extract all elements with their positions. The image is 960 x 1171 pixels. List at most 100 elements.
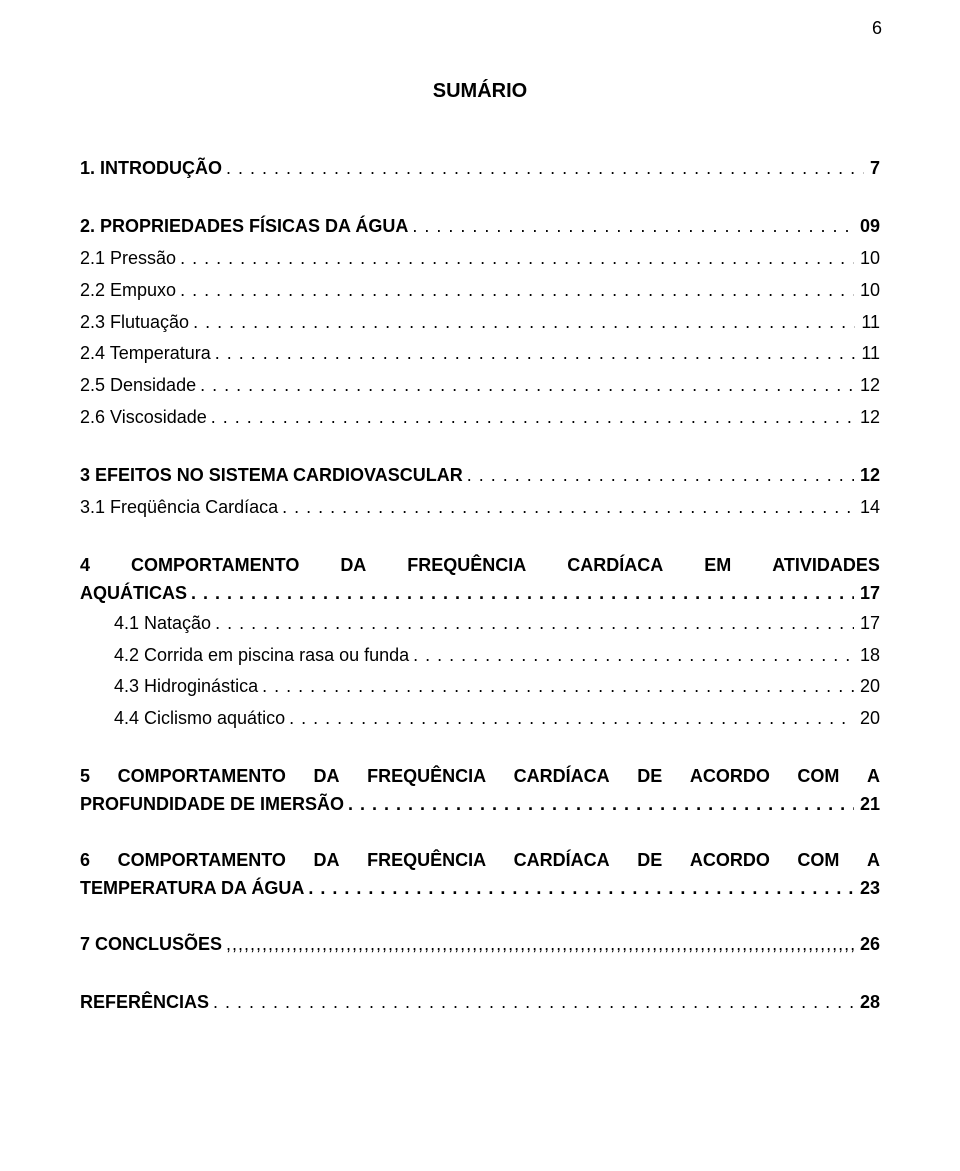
word: CARDÍACA bbox=[567, 552, 663, 580]
word: A bbox=[867, 763, 880, 791]
spacer bbox=[80, 737, 880, 763]
toc-label: 4.3 Hidroginástica bbox=[114, 673, 258, 701]
toc-entry: 4.2 Corrida em piscina rasa ou funda . .… bbox=[80, 642, 880, 670]
toc-page: 18 bbox=[854, 642, 880, 670]
document-page: 6 SUMÁRIO 1. INTRODUÇÃO . . . . . . . . … bbox=[0, 0, 960, 1171]
toc-entry: 3.1 Freqüência Cardíaca . . . . . . . . … bbox=[80, 494, 880, 522]
toc-label: 2.5 Densidade bbox=[80, 372, 196, 400]
dot-leader: . . . . . . . . . . . . . . . . . . . . … bbox=[278, 494, 854, 522]
toc-entry-multiline: 5 COMPORTAMENTO DA FREQUÊNCIA CARDÍACA D… bbox=[80, 763, 880, 821]
word: ACORDO bbox=[690, 847, 770, 875]
toc-page: 23 bbox=[854, 875, 880, 903]
toc-page: 11 bbox=[855, 340, 880, 368]
dot-leader: . . . . . . . . . . . . . . . . . . . . … bbox=[285, 705, 854, 733]
word: EM bbox=[704, 552, 731, 580]
toc-label: 4.4 Ciclismo aquático bbox=[114, 705, 285, 733]
dot-leader: . . . . . . . . . . . . . . . . . . . . … bbox=[189, 309, 855, 337]
toc-label: AQUÁTICAS bbox=[80, 580, 187, 608]
toc-entry: 3 EFEITOS NO SISTEMA CARDIOVASCULAR . . … bbox=[80, 462, 880, 490]
toc-entry: 2.6 Viscosidade . . . . . . . . . . . . … bbox=[80, 404, 880, 432]
word: COMPORTAMENTO bbox=[131, 552, 299, 580]
dot-leader: . . . . . . . . . . . . . . . . . . . . … bbox=[222, 155, 864, 183]
word: 5 bbox=[80, 763, 90, 791]
toc-label: 7 CONCLUSÕES bbox=[80, 931, 222, 959]
dot-leader: . . . . . . . . . . . . . . . . . . . . … bbox=[463, 462, 854, 490]
dot-leader: . . . . . . . . . . . . . . . . . . . . … bbox=[211, 340, 856, 368]
dot-leader: . . . . . . . . . . . . . . . . . . . . … bbox=[304, 875, 854, 903]
toc-page: 12 bbox=[854, 372, 880, 400]
toc-label: TEMPERATURA DA ÁGUA bbox=[80, 875, 304, 903]
toc-page: 17 bbox=[854, 580, 880, 608]
spacer bbox=[80, 905, 880, 931]
dot-leader: . . . . . . . . . . . . . . . . . . . . … bbox=[258, 673, 854, 701]
toc-page: 20 bbox=[854, 705, 880, 733]
page-title: SUMÁRIO bbox=[80, 80, 880, 103]
toc-label: 3.1 Freqüência Cardíaca bbox=[80, 494, 278, 522]
spacer bbox=[80, 187, 880, 213]
toc-page: 17 bbox=[854, 610, 880, 638]
word: 6 bbox=[80, 847, 90, 875]
toc-label: 3 EFEITOS NO SISTEMA CARDIOVASCULAR bbox=[80, 462, 463, 490]
word: DA bbox=[340, 552, 366, 580]
word: FREQUÊNCIA bbox=[367, 763, 486, 791]
toc-page: 26 bbox=[854, 931, 880, 959]
toc-entry: 7 CONCLUSÕES ,,,,,,,,,,,,,,,,,,,,,,,,,,,… bbox=[80, 931, 880, 959]
toc-entry-multiline: 4 COMPORTAMENTO DA FREQUÊNCIA CARDÍACA E… bbox=[80, 552, 880, 610]
comma-leader: ,,,,,,,,,,,,,,,,,,,,,,,,,,,,,,,,,,,,,,,,… bbox=[222, 931, 854, 959]
word: DA bbox=[314, 847, 340, 875]
word: 4 bbox=[80, 552, 90, 580]
word: CARDÍACA bbox=[514, 763, 610, 791]
toc-label: 4.1 Natação bbox=[114, 610, 211, 638]
word: ACORDO bbox=[690, 763, 770, 791]
toc-entry: 4.1 Natação . . . . . . . . . . . . . . … bbox=[80, 610, 880, 638]
spacer bbox=[80, 526, 880, 552]
dot-leader: . . . . . . . . . . . . . . . . . . . . … bbox=[196, 372, 854, 400]
dot-leader: . . . . . . . . . . . . . . . . . . . . … bbox=[409, 642, 854, 670]
toc-label: REFERÊNCIAS bbox=[80, 989, 209, 1017]
toc-label: 2.3 Flutuação bbox=[80, 309, 189, 337]
toc-entry-multiline: 6 COMPORTAMENTO DA FREQUÊNCIA CARDÍACA D… bbox=[80, 847, 880, 905]
spacer bbox=[80, 821, 880, 847]
toc-label: 4.2 Corrida em piscina rasa ou funda bbox=[114, 642, 409, 670]
toc-page: 10 bbox=[854, 277, 880, 305]
toc-entry: 2.4 Temperatura . . . . . . . . . . . . … bbox=[80, 340, 880, 368]
toc-entry: 2.3 Flutuação . . . . . . . . . . . . . … bbox=[80, 309, 880, 337]
word: DE bbox=[637, 847, 662, 875]
toc-label: 1. INTRODUÇÃO bbox=[80, 155, 222, 183]
page-number: 6 bbox=[872, 18, 882, 39]
toc-entry: 4.4 Ciclismo aquático . . . . . . . . . … bbox=[80, 705, 880, 733]
toc-entry: REFERÊNCIAS . . . . . . . . . . . . . . … bbox=[80, 989, 880, 1017]
toc-entry: 1. INTRODUÇÃO . . . . . . . . . . . . . … bbox=[80, 155, 880, 183]
toc-page: 20 bbox=[854, 673, 880, 701]
word: CARDÍACA bbox=[514, 847, 610, 875]
dot-leader: . . . . . . . . . . . . . . . . . . . . … bbox=[187, 580, 854, 608]
toc-entry: 4.3 Hidroginástica . . . . . . . . . . .… bbox=[80, 673, 880, 701]
word: FREQUÊNCIA bbox=[407, 552, 526, 580]
toc-label: 2.1 Pressão bbox=[80, 245, 176, 273]
word: COM bbox=[797, 763, 839, 791]
toc-label: PROFUNDIDADE DE IMERSÃO bbox=[80, 791, 344, 819]
toc-label: 2. PROPRIEDADES FÍSICAS DA ÁGUA bbox=[80, 213, 408, 241]
toc-label: 2.2 Empuxo bbox=[80, 277, 176, 305]
word: DE bbox=[637, 763, 662, 791]
toc-page: 12 bbox=[854, 462, 880, 490]
spacer bbox=[80, 436, 880, 462]
toc-label: 2.4 Temperatura bbox=[80, 340, 211, 368]
toc-page: 28 bbox=[854, 989, 880, 1017]
dot-leader: . . . . . . . . . . . . . . . . . . . . … bbox=[211, 610, 854, 638]
spacer bbox=[80, 963, 880, 989]
dot-leader: . . . . . . . . . . . . . . . . . . . . … bbox=[207, 404, 854, 432]
toc-entry: 2.2 Empuxo . . . . . . . . . . . . . . .… bbox=[80, 277, 880, 305]
toc-label: 2.6 Viscosidade bbox=[80, 404, 207, 432]
dot-leader: . . . . . . . . . . . . . . . . . . . . … bbox=[408, 213, 854, 241]
word: ATIVIDADES bbox=[772, 552, 880, 580]
toc-page: 7 bbox=[864, 155, 880, 183]
word: COMPORTAMENTO bbox=[118, 763, 286, 791]
word: FREQUÊNCIA bbox=[367, 847, 486, 875]
dot-leader: . . . . . . . . . . . . . . . . . . . . … bbox=[344, 791, 854, 819]
toc-page: 21 bbox=[854, 791, 880, 819]
toc-page: 09 bbox=[854, 213, 880, 241]
word: A bbox=[867, 847, 880, 875]
word: COMPORTAMENTO bbox=[118, 847, 286, 875]
toc-entry: 2.5 Densidade . . . . . . . . . . . . . … bbox=[80, 372, 880, 400]
